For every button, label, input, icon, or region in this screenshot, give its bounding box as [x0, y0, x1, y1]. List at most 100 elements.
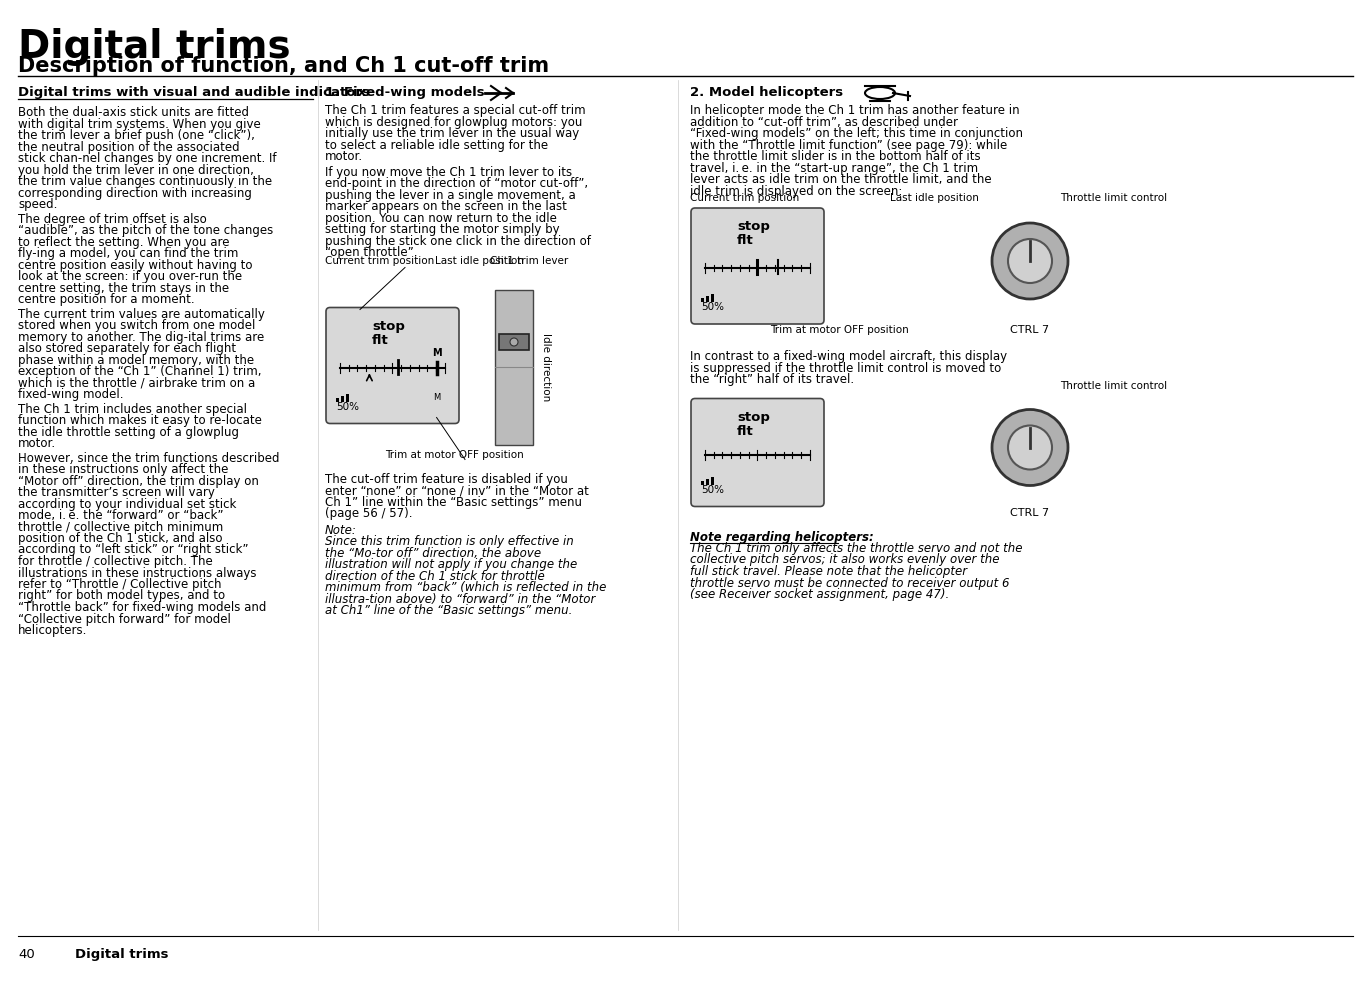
Text: according to your individual set stick: according to your individual set stick [18, 497, 236, 511]
Text: exception of the “Ch 1” (Channel 1) trim,: exception of the “Ch 1” (Channel 1) trim… [18, 365, 262, 378]
Text: 2. Model helicopters: 2. Model helicopters [690, 86, 843, 99]
Text: If you now move the Ch 1 trim lever to its: If you now move the Ch 1 trim lever to i… [325, 166, 572, 179]
Text: the “right” half of its travel.: the “right” half of its travel. [690, 373, 854, 386]
Text: Trim at motor OFF position: Trim at motor OFF position [385, 449, 524, 459]
Text: (page 56 / 57).: (page 56 / 57). [325, 507, 413, 520]
Circle shape [993, 223, 1068, 299]
Text: enter “none” or “none / inv” in the “Motor at: enter “none” or “none / inv” in the “Mot… [325, 484, 590, 497]
Text: The current trim values are automatically: The current trim values are automaticall… [18, 307, 265, 320]
Text: mode, i. e. the “forward” or “back”: mode, i. e. the “forward” or “back” [18, 509, 223, 522]
Text: centre position easily without having to: centre position easily without having to [18, 258, 252, 271]
Text: Note:: Note: [325, 524, 356, 537]
Text: memory to another. The dig-ital trims are: memory to another. The dig-ital trims ar… [18, 330, 265, 343]
Text: The degree of trim offset is also: The degree of trim offset is also [18, 213, 207, 226]
Text: CTRL 7: CTRL 7 [1010, 508, 1050, 518]
Text: you hold the trim lever in one direction,: you hold the trim lever in one direction… [18, 164, 254, 177]
Text: “open throttle”.: “open throttle”. [325, 246, 418, 259]
Text: stop: stop [372, 319, 404, 332]
Text: right” for both model types, and to: right” for both model types, and to [18, 590, 225, 603]
Text: 50%: 50% [701, 484, 724, 494]
Text: Trim at motor OFF position: Trim at motor OFF position [771, 325, 909, 335]
Text: full stick travel. Please note that the helicopter: full stick travel. Please note that the … [690, 565, 967, 578]
Text: in these instructions only affect the: in these instructions only affect the [18, 463, 229, 476]
Text: The Ch 1 trim features a special cut-off trim: The Ch 1 trim features a special cut-off… [325, 104, 585, 117]
Text: However, since the trim functions described: However, since the trim functions descri… [18, 451, 280, 464]
Text: Ch 1 trim lever: Ch 1 trim lever [489, 255, 568, 265]
Text: the transmitter’s screen will vary: the transmitter’s screen will vary [18, 486, 215, 499]
Text: the neutral position of the associated: the neutral position of the associated [18, 141, 240, 154]
Text: fly-ing a model, you can find the trim: fly-ing a model, you can find the trim [18, 247, 239, 260]
Text: illustrations in these instructions always: illustrations in these instructions alwa… [18, 567, 256, 580]
Text: look at the screen: if you over-run the: look at the screen: if you over-run the [18, 270, 243, 283]
Text: Note regarding helicopters:: Note regarding helicopters: [690, 531, 873, 544]
Text: at Ch1” line of the “Basic settings” menu.: at Ch1” line of the “Basic settings” men… [325, 604, 572, 617]
Circle shape [1008, 425, 1052, 469]
Text: “Throttle back” for fixed-wing models and: “Throttle back” for fixed-wing models an… [18, 601, 266, 614]
Text: illustration will not apply if you change the: illustration will not apply if you chang… [325, 558, 577, 571]
Bar [706, 296, 710, 302]
Text: M: M [433, 392, 440, 401]
Text: end-point in the direction of “motor cut-off”,: end-point in the direction of “motor cut… [325, 177, 588, 190]
Text: stop: stop [738, 410, 771, 423]
Text: “Fixed-wing models” on the left; this time in conjunction: “Fixed-wing models” on the left; this ti… [690, 127, 1023, 140]
Text: 50%: 50% [336, 401, 359, 411]
Text: Idle direction: Idle direction [542, 333, 551, 401]
Text: Both the dual-axis stick units are fitted: Both the dual-axis stick units are fitte… [18, 106, 250, 119]
Text: flt: flt [738, 234, 754, 247]
Bar [499, 334, 529, 350]
Text: throttle servo must be connected to receiver output 6: throttle servo must be connected to rece… [690, 577, 1009, 590]
Bar [495, 289, 533, 444]
Bar [712, 476, 714, 484]
Text: illustra-tion above) to “forward” in the “Motor: illustra-tion above) to “forward” in the… [325, 593, 595, 606]
Text: the idle throttle setting of a glowplug: the idle throttle setting of a glowplug [18, 425, 239, 438]
Text: Throttle limit control: Throttle limit control [1060, 380, 1167, 390]
Text: The cut-off trim feature is disabled if you: The cut-off trim feature is disabled if … [325, 472, 568, 485]
Text: idle trim is displayed on the screen:: idle trim is displayed on the screen: [690, 185, 902, 198]
Text: position of the Ch 1 stick, and also: position of the Ch 1 stick, and also [18, 532, 222, 545]
Text: stop: stop [738, 220, 771, 233]
Text: (see Receiver socket assignment, page 47).: (see Receiver socket assignment, page 47… [690, 588, 949, 601]
Text: the throttle limit slider is in the bottom half of its: the throttle limit slider is in the bott… [690, 150, 980, 163]
Text: collective pitch servos; it also works evenly over the: collective pitch servos; it also works e… [690, 554, 999, 567]
Text: In contrast to a fixed-wing model aircraft, this display: In contrast to a fixed-wing model aircra… [690, 350, 1008, 363]
Text: The Ch 1 trim includes another special: The Ch 1 trim includes another special [18, 402, 247, 415]
Text: also stored separately for each flight: also stored separately for each flight [18, 342, 236, 355]
Text: setting for starting the motor simply by: setting for starting the motor simply by [325, 223, 559, 236]
Text: Ch 1” line within the “Basic settings” menu: Ch 1” line within the “Basic settings” m… [325, 495, 583, 509]
Text: the “Mo-tor off” direction, the above: the “Mo-tor off” direction, the above [325, 547, 542, 560]
Text: Current trim position: Current trim position [690, 193, 799, 203]
Text: Last idle position: Last idle position [435, 255, 524, 265]
Text: centre position for a moment.: centre position for a moment. [18, 293, 195, 306]
Text: position. You can now return to the idle: position. You can now return to the idle [325, 212, 557, 225]
Text: with the “Throttle limit function” (see page 79): while: with the “Throttle limit function” (see … [690, 139, 1008, 152]
Text: 1. Fixed-wing models: 1. Fixed-wing models [325, 86, 484, 99]
Circle shape [993, 409, 1068, 485]
Text: to reflect the setting. When you are: to reflect the setting. When you are [18, 236, 229, 249]
Text: Throttle limit control: Throttle limit control [1060, 193, 1167, 203]
Text: throttle / collective pitch minimum: throttle / collective pitch minimum [18, 521, 223, 534]
Text: motor.: motor. [18, 437, 56, 450]
Text: Digital trims with visual and audible indicators: Digital trims with visual and audible in… [18, 86, 370, 99]
Text: stick chan-nel changes by one increment. If: stick chan-nel changes by one increment.… [18, 152, 277, 165]
FancyBboxPatch shape [691, 398, 824, 507]
Text: centre setting, the trim stays in the: centre setting, the trim stays in the [18, 281, 229, 294]
Text: Digital trims: Digital trims [75, 948, 169, 961]
Text: flt: flt [372, 333, 389, 346]
Text: for throttle / collective pitch. The: for throttle / collective pitch. The [18, 555, 213, 568]
Text: Description of function, and Ch 1 cut-off trim: Description of function, and Ch 1 cut-of… [18, 56, 550, 76]
Text: Digital trims: Digital trims [18, 28, 291, 66]
Text: “Collective pitch forward” for model: “Collective pitch forward” for model [18, 613, 230, 626]
Text: travel, i. e. in the “start-up range”, the Ch 1 trim: travel, i. e. in the “start-up range”, t… [690, 162, 978, 175]
FancyBboxPatch shape [326, 307, 459, 423]
Text: 40: 40 [18, 948, 34, 961]
Text: speed.: speed. [18, 198, 58, 211]
Bar [341, 395, 344, 401]
Bar [712, 294, 714, 302]
Text: M: M [432, 347, 441, 357]
Text: “audible”, as the pitch of the tone changes: “audible”, as the pitch of the tone chan… [18, 224, 273, 237]
Text: lever acts as idle trim on the throttle limit, and the: lever acts as idle trim on the throttle … [690, 173, 991, 186]
Text: “Motor off” direction, the trim display on: “Motor off” direction, the trim display … [18, 474, 259, 487]
Text: corresponding direction with increasing: corresponding direction with increasing [18, 187, 252, 200]
Text: CTRL 7: CTRL 7 [1010, 325, 1050, 335]
Text: according to “left stick” or “right stick”: according to “left stick” or “right stic… [18, 544, 248, 557]
